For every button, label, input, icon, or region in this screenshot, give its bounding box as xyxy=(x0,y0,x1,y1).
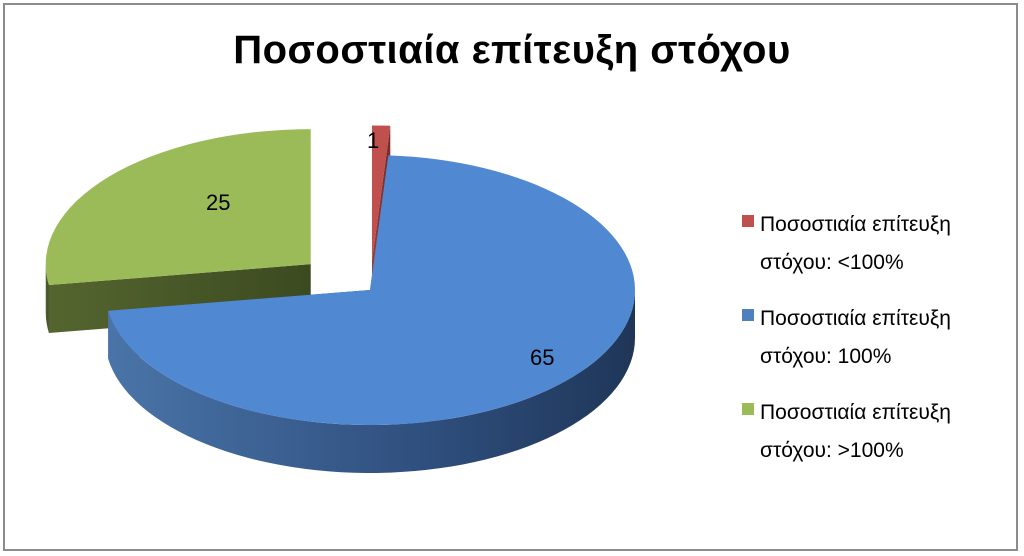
slice-top xyxy=(45,129,311,286)
legend-item-100: Ποσοστιαία επίτευξη στόχου: 100% xyxy=(742,300,1012,376)
legend-swatch xyxy=(742,309,754,321)
legend-label-line1: Ποσοστιαία επίτευξη xyxy=(760,213,951,236)
legend-swatch xyxy=(742,215,754,227)
pie-slice-100 xyxy=(108,155,636,473)
slice-top xyxy=(108,155,636,426)
legend-label-line2: στόχου: 100% xyxy=(760,345,892,368)
slice-top xyxy=(372,125,391,261)
data-label: 25 xyxy=(206,190,231,215)
legend-item-below-100: Ποσοστιαία επίτευξη στόχου: <100% xyxy=(742,206,1012,282)
legend-label-line1: Ποσοστιαία επίτευξη xyxy=(760,401,951,424)
chart-legend: Ποσοστιαία επίτευξη στόχου: <100% Ποσοστ… xyxy=(742,206,1012,488)
legend-label-line2: στόχου: >100% xyxy=(760,439,904,462)
legend-swatch xyxy=(742,403,754,415)
slice-rim xyxy=(45,264,49,334)
chart-title: Ποσοστιαία επίτευξη στόχου xyxy=(233,28,791,72)
legend-label-line1: Ποσοστιαία επίτευξη xyxy=(760,307,951,330)
legend-label-line2: στόχου: <100% xyxy=(760,251,904,274)
legend-item-above-100: Ποσοστιαία επίτευξη στόχου: >100% xyxy=(742,394,1012,470)
data-label: 1 xyxy=(367,128,380,153)
data-label: 65 xyxy=(530,345,555,370)
slice-rim xyxy=(108,290,636,473)
